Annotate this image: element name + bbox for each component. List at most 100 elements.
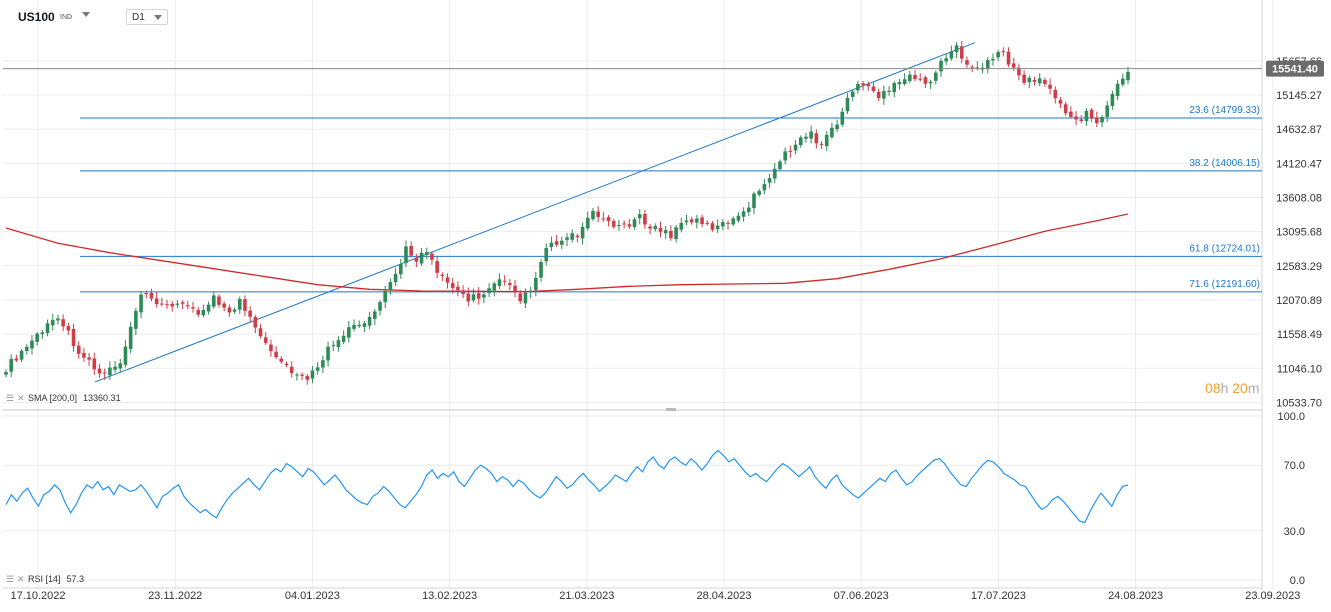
candle xyxy=(50,313,55,331)
candle-body xyxy=(695,218,699,223)
candle xyxy=(876,88,881,102)
candle-body xyxy=(1053,89,1058,99)
candle xyxy=(35,331,39,346)
candle xyxy=(679,217,684,233)
candle xyxy=(585,211,590,231)
candle xyxy=(352,319,356,332)
candle xyxy=(689,216,694,225)
candle xyxy=(113,361,117,373)
candle xyxy=(341,330,346,345)
candle-body xyxy=(471,294,476,301)
candle xyxy=(92,352,97,375)
candle-body xyxy=(637,214,642,219)
candle-body xyxy=(1011,63,1016,68)
candle xyxy=(575,233,580,243)
candle xyxy=(741,207,746,222)
candle xyxy=(778,159,782,172)
settings-icon[interactable]: ☰ xyxy=(6,393,15,403)
candle xyxy=(331,340,336,352)
candle-body xyxy=(1043,79,1047,85)
candle xyxy=(845,93,850,114)
candle xyxy=(793,139,798,155)
candle-body xyxy=(305,376,310,380)
candle xyxy=(715,219,720,233)
close-icon[interactable]: ✕ xyxy=(17,393,25,403)
candle xyxy=(253,314,258,334)
candle xyxy=(149,288,154,302)
candle-body xyxy=(866,84,871,87)
candle xyxy=(123,340,128,368)
candle-body xyxy=(476,293,481,299)
candle-body xyxy=(497,279,502,286)
candle xyxy=(315,362,320,375)
countdown-m-unit: m xyxy=(1247,380,1260,396)
candle-body xyxy=(45,323,50,334)
candle xyxy=(1095,111,1099,128)
candle xyxy=(882,85,886,105)
candle-body xyxy=(253,316,258,328)
candle xyxy=(61,314,65,332)
y-tick-label: 12583.29 xyxy=(1276,261,1322,273)
candle xyxy=(211,291,216,309)
symbol-name[interactable]: US100 xyxy=(18,10,55,24)
sma-legend: ☰ ✕ SMA [200,0] 13360.31 xyxy=(6,393,121,403)
candle xyxy=(414,253,419,268)
candle xyxy=(544,243,549,266)
last-price-badge xyxy=(1266,60,1324,77)
candle-body xyxy=(435,261,439,273)
candle xyxy=(648,223,652,235)
candle-body xyxy=(591,210,595,220)
timeframe-select[interactable]: D1 xyxy=(126,9,168,25)
candle-body xyxy=(82,352,86,358)
candle-body xyxy=(1058,100,1063,104)
candle-body xyxy=(71,328,76,347)
candle xyxy=(554,234,559,247)
symbol-dropdown-icon[interactable] xyxy=(82,12,90,17)
candle xyxy=(1084,108,1089,126)
candle-body xyxy=(705,222,710,224)
candle-body xyxy=(76,345,81,354)
candle-body xyxy=(570,233,574,240)
candle xyxy=(523,288,528,308)
candle-body xyxy=(544,248,549,262)
candle xyxy=(736,212,741,223)
candle-body xyxy=(87,357,91,360)
candle xyxy=(237,296,242,314)
candle xyxy=(196,306,200,317)
sma-200-line xyxy=(5,213,1129,293)
candle-body xyxy=(108,367,112,376)
candle xyxy=(762,179,767,195)
candle-body xyxy=(757,190,761,195)
candle-body xyxy=(222,303,226,308)
candle-body xyxy=(882,91,886,99)
candle-body xyxy=(528,291,533,293)
candle xyxy=(56,314,60,325)
candle-body xyxy=(487,288,491,293)
candle-body xyxy=(186,305,190,307)
candle-body xyxy=(632,219,637,227)
y-tick-label: 14632.87 xyxy=(1276,124,1322,136)
candle xyxy=(861,80,865,91)
candle-body xyxy=(24,346,29,351)
x-tick-label: 23.11.2022 xyxy=(148,590,202,602)
candle-body xyxy=(772,168,777,179)
settings-icon[interactable]: ☰ xyxy=(6,574,15,584)
candle-body xyxy=(560,240,564,245)
candle-body xyxy=(300,374,304,376)
candle xyxy=(767,173,772,188)
candle-body xyxy=(482,294,486,298)
candle xyxy=(424,247,429,260)
candle xyxy=(918,73,923,82)
candle-body xyxy=(674,227,678,239)
candle-body xyxy=(944,58,948,62)
candle-body xyxy=(326,346,330,361)
close-icon[interactable]: ✕ xyxy=(17,574,25,584)
candle xyxy=(508,279,512,291)
rsi-panel xyxy=(5,449,1129,524)
fibonacci-retracement[interactable]: 23.6 (14799.33) 38.2 (14006.15) 61.8 (1272… xyxy=(80,42,1262,383)
candle-body xyxy=(627,224,632,227)
y-tick-label: 13608.08 xyxy=(1276,192,1322,204)
candle xyxy=(627,218,632,230)
candle-body xyxy=(1079,119,1084,122)
